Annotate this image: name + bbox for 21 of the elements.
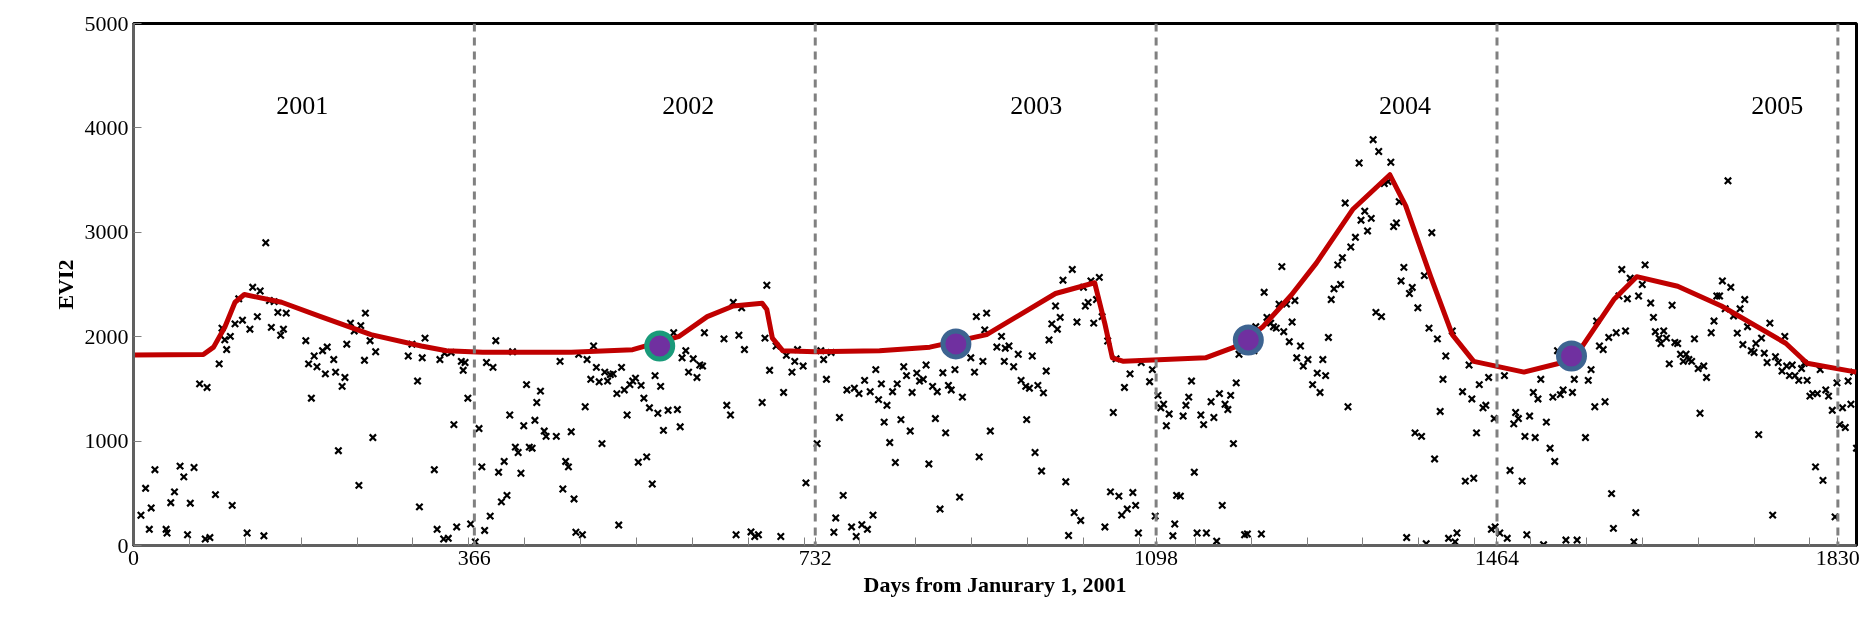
x-tick-label: 366 [457,544,491,570]
y-tick-label: 3000 [84,219,129,245]
y-tick-label: 1000 [84,428,129,454]
annotation: 2003 [1010,91,1063,120]
point [644,330,676,362]
x-tick-label: 1830 [1815,544,1860,570]
annotation: 2001 [276,91,329,120]
point [940,328,972,360]
y-axis-title: EVI2 [52,259,78,310]
y-tick-label: 4000 [84,114,129,140]
y-tick-label: 5000 [84,10,129,36]
x-tick-label: 732 [798,544,832,570]
y-tick-label: 2000 [84,323,129,349]
point [1556,340,1588,372]
point [1232,324,1264,356]
annotation: 2002 [662,91,715,120]
annotation: 2005 [1751,91,1804,120]
x-tick-label: 1464 [1475,544,1519,570]
x-axis-title: Days from Janurary 1, 2001 [863,571,1127,597]
x-tick-label: 1098 [1134,544,1179,570]
annotation: 2004 [1379,91,1432,120]
